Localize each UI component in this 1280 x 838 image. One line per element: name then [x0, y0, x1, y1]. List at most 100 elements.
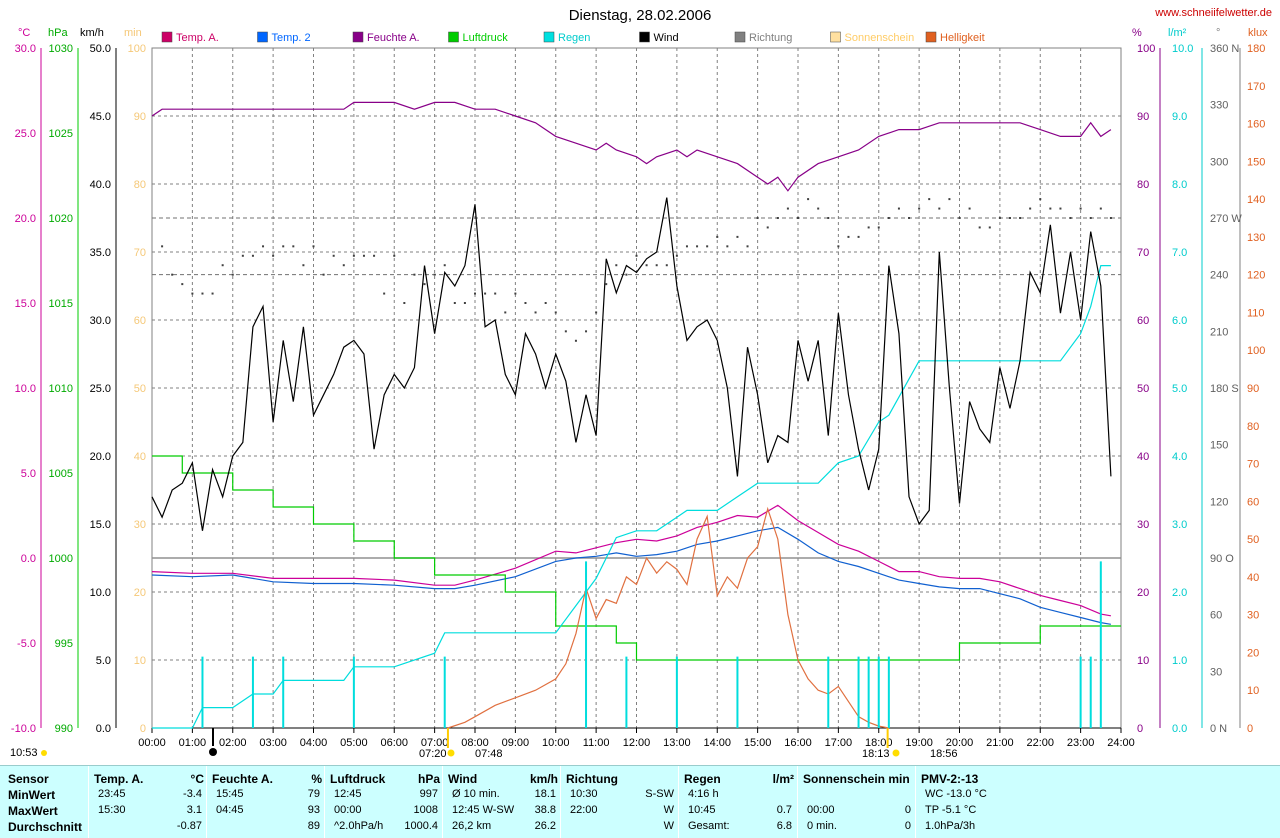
time-tick-label: 23:00	[1067, 737, 1095, 749]
summary-cell-value: S-SW	[645, 788, 674, 800]
rain-tick-label: 10.0	[1172, 43, 1193, 55]
humidity-tick-label: 40	[1137, 451, 1149, 463]
summary-cell-time: 15:45	[216, 788, 244, 800]
direction-axis-unit: °	[1216, 27, 1220, 39]
legend-label: Luftdruck	[463, 32, 509, 44]
summary-separator	[442, 766, 443, 838]
direction-point	[1039, 198, 1042, 201]
summary-header: Sonnenschein min	[803, 772, 910, 786]
direction-tick-label: 60	[1210, 610, 1222, 622]
direction-point	[928, 198, 931, 201]
humidity-tick-label: 100	[1137, 43, 1155, 55]
direction-point	[524, 302, 527, 304]
summary-header: Feuchte A.	[212, 772, 273, 786]
sun-axis-unit: min	[124, 27, 142, 39]
summary-unit: hPa	[417, 772, 440, 786]
direction-point	[352, 254, 355, 257]
summary-cell-time: Ø 10 min.	[452, 788, 500, 800]
rain-tick-label: 6.0	[1172, 315, 1187, 327]
summary-header: PMV-2:-13	[921, 772, 979, 786]
time-tick-label: 00:00	[138, 737, 166, 749]
direction-point	[1029, 207, 1032, 210]
direction-point	[362, 254, 365, 257]
direction-point	[554, 311, 557, 314]
rain-tick-label: 5.0	[1172, 383, 1187, 395]
direction-tick-label: 330	[1210, 100, 1228, 112]
sunset-icon	[892, 749, 900, 757]
summary-separator	[678, 766, 679, 838]
summary-cell-value: 0	[904, 804, 911, 816]
direction-point	[706, 245, 709, 248]
legend-label: Helligkeit	[940, 32, 985, 44]
direction-point	[191, 292, 194, 295]
time-tick-label: 20:00	[946, 737, 974, 749]
rain-tick-label: 3.0	[1172, 519, 1187, 531]
summary-cell-time: 0 min.	[807, 820, 837, 832]
humidity-tick-label: 80	[1137, 179, 1149, 191]
time-tick-label: 19:00	[905, 737, 933, 749]
sun-tick-label: 80	[134, 179, 146, 191]
direction-point	[474, 292, 476, 295]
pressure-tick-label: 995	[55, 638, 73, 650]
direction-point	[494, 292, 497, 295]
direction-point	[544, 302, 547, 304]
direction-tick-label: 300	[1210, 156, 1228, 168]
humidity-axis-unit: %	[1132, 27, 1142, 39]
daylength-sun-icon	[41, 750, 47, 756]
time-tick-label: 03:00	[259, 737, 287, 749]
summary-cell-time: 04:45	[216, 804, 244, 816]
temp-tick-label: 10.0	[15, 383, 36, 395]
series-feuchte-a	[151, 101, 1112, 192]
light-tick-label: 80	[1247, 421, 1259, 433]
humidity-tick-label: 90	[1137, 111, 1149, 123]
direction-point	[857, 235, 860, 238]
series-luftdruck	[152, 455, 1121, 661]
sunrise-label: 07:20	[419, 748, 447, 760]
direction-point	[766, 226, 769, 229]
time-tick-label: 09:00	[502, 737, 530, 749]
summary-cell-time: TP -5.1 °C	[925, 804, 977, 816]
direction-point	[595, 311, 598, 314]
humidity-tick-label: 30	[1137, 519, 1149, 531]
direction-point	[463, 302, 466, 304]
direction-point	[534, 311, 537, 314]
direction-point	[998, 217, 1001, 219]
direction-point	[887, 217, 890, 219]
sun-tick-label: 70	[134, 247, 146, 259]
sunshine-end-label: 18:56	[930, 748, 958, 760]
direction-point	[948, 198, 951, 201]
chart-grid	[151, 47, 1122, 729]
direction-point	[221, 264, 224, 267]
summary-cell-value: -3.4	[183, 788, 202, 800]
time-tick-label: 08:00	[461, 737, 489, 749]
direction-point	[877, 226, 880, 229]
time-tick-label: 16:00	[784, 737, 812, 749]
direction-point	[484, 292, 487, 295]
direction-point	[282, 245, 285, 248]
direction-point	[776, 217, 779, 219]
wind-tick-label: 0.0	[96, 723, 111, 735]
summary-cell-value: 1000.4	[404, 820, 438, 832]
direction-point	[292, 245, 295, 248]
time-tick-label: 11:00	[583, 737, 610, 749]
pressure-axis-unit: hPa	[48, 27, 68, 39]
direction-point	[938, 207, 941, 210]
pressure-tick-label: 1005	[49, 468, 73, 480]
summary-separator	[324, 766, 325, 838]
direction-tick-label: 180 S	[1210, 383, 1239, 395]
summary-cell-value: 6.8	[776, 820, 792, 832]
sun-tick-label: 40	[134, 451, 146, 463]
weather-chart: 30.025.020.015.010.05.00.0-5.0-10.010301…	[10, 7, 1272, 760]
direction-point	[423, 283, 426, 286]
summary-header: Luftdruck	[330, 772, 386, 786]
website-link[interactable]: www.schneiifelwetter.de	[1154, 7, 1272, 19]
summary-cell-time: 00:00	[334, 804, 362, 816]
time-tick-label: 21:00	[986, 737, 1014, 749]
direction-point	[625, 273, 628, 276]
sun-tick-label: 100	[128, 43, 146, 55]
legend-swatch	[161, 31, 173, 43]
direction-point	[1049, 207, 1052, 210]
light-tick-label: 140	[1247, 194, 1265, 206]
direction-point	[615, 264, 618, 267]
direction-point	[312, 245, 315, 248]
